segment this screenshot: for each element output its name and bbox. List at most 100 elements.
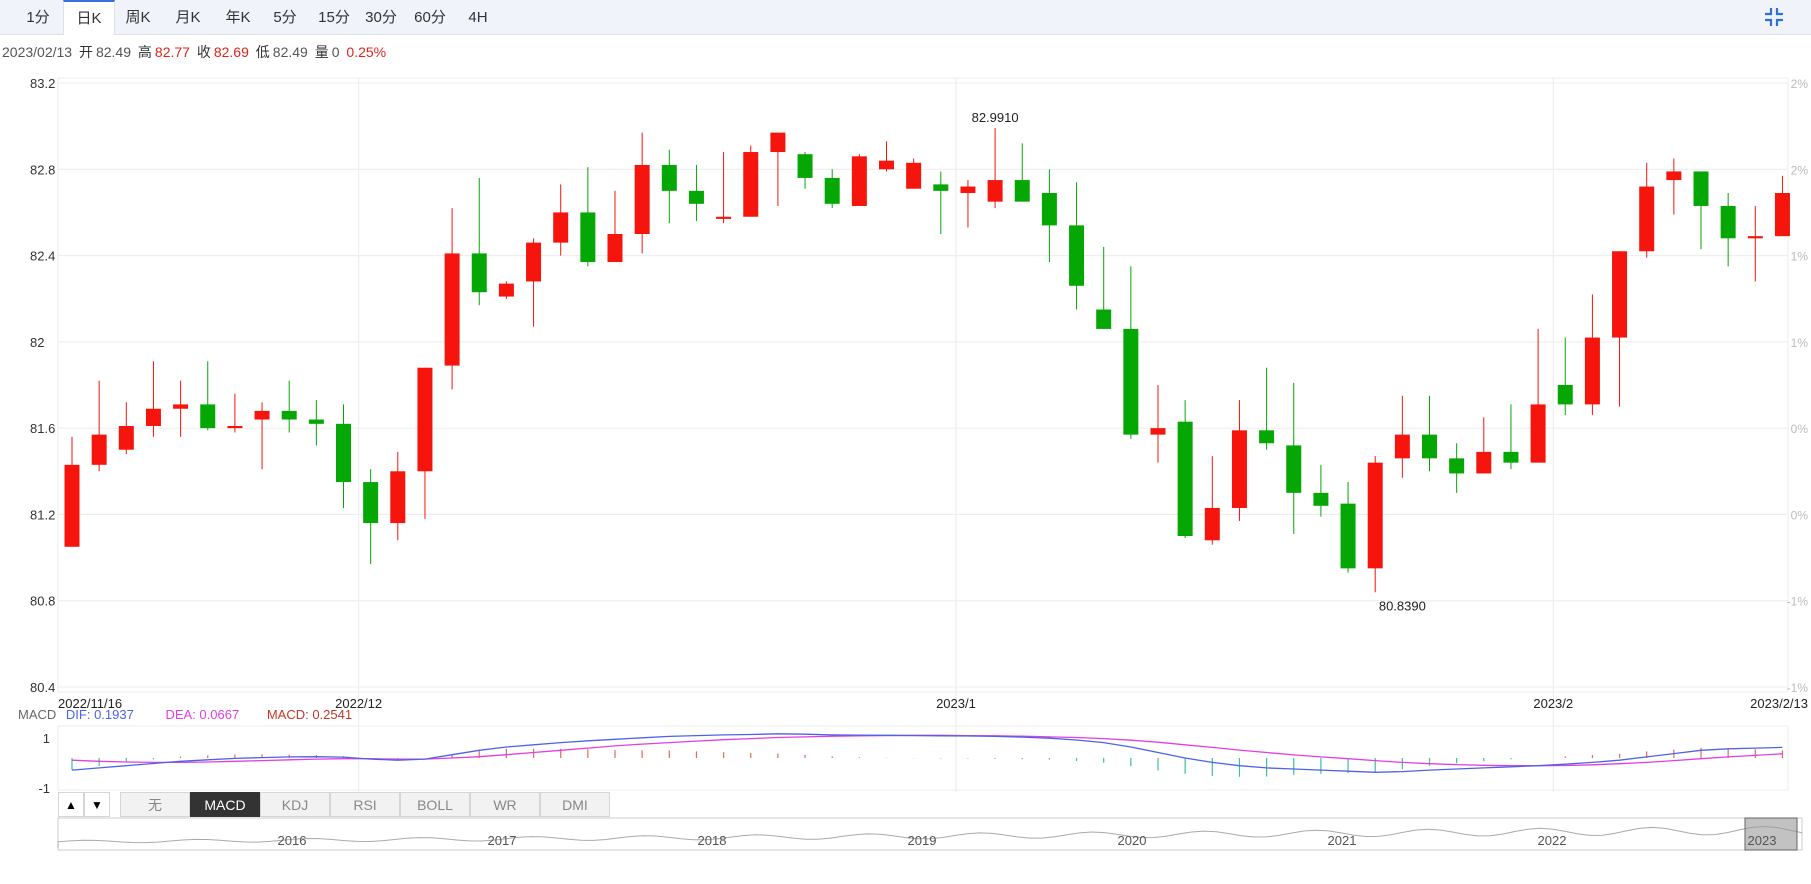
candle-body	[960, 186, 976, 194]
tab-8[interactable]: 60分	[414, 9, 446, 26]
dea-value: DEA: 0.0667	[165, 707, 240, 722]
tab-2[interactable]: 周K	[125, 9, 151, 26]
indicator-tab-2[interactable]: KDJ	[260, 792, 330, 817]
volume-value: 0	[331, 44, 340, 60]
candle-body	[987, 180, 1003, 202]
candle-body	[1150, 428, 1166, 435]
panel-down-arrow[interactable]: ▼	[84, 792, 110, 817]
candle-body	[1394, 434, 1410, 459]
navigator-year-label: 2016	[278, 833, 307, 848]
tab-3[interactable]: 月K	[175, 9, 201, 26]
price-panel-frame	[57, 77, 1789, 693]
candle-body	[688, 190, 704, 204]
indicator-tab-4[interactable]: BOLL	[400, 792, 470, 817]
candle-body	[1367, 462, 1383, 569]
dif-line	[71, 733, 1783, 773]
candle-body	[308, 419, 324, 424]
candle-body	[91, 434, 107, 465]
candle-body	[254, 410, 270, 420]
y-tick-label: 82.8	[30, 162, 55, 177]
candle-body	[824, 177, 840, 204]
candle-body	[1422, 434, 1437, 459]
date-label: 2023/2	[1533, 696, 1573, 711]
y-tick-label: 82.4	[30, 249, 55, 264]
macd-y-tick: 1	[43, 731, 50, 746]
panel-up-arrow[interactable]: ▲	[58, 792, 84, 817]
candle-body	[471, 253, 487, 293]
candle-body	[933, 184, 949, 191]
dea-line	[71, 734, 1783, 767]
tab-9[interactable]: 4H	[468, 9, 488, 26]
right-tick-label: 0%	[1791, 422, 1809, 436]
change-percent: 0.25%	[346, 44, 387, 60]
tab-1[interactable]: 日K	[63, 0, 115, 35]
tab-7[interactable]: 30分	[365, 9, 397, 26]
tab-0[interactable]: 1分	[26, 9, 50, 26]
right-tick-label: 2%	[1791, 163, 1809, 177]
indicator-tab-5[interactable]: WR	[470, 792, 540, 817]
navigator-year-label: 2023	[1748, 833, 1777, 848]
y-tick-label: 82	[30, 335, 44, 350]
extreme-value-label: 80.8390	[1379, 598, 1426, 613]
period-tab-bar: 1分 日K 周K 月K 年K 5分 15分 30分 60分 4H	[0, 0, 1811, 35]
candle-body	[1584, 337, 1600, 405]
navigator-series	[57, 825, 1803, 848]
candle-body	[1476, 451, 1492, 474]
candle-body	[227, 425, 243, 429]
tab-4[interactable]: 年K	[225, 9, 251, 26]
candle-body	[797, 154, 813, 178]
navigator-year-label: 2021	[1328, 833, 1357, 848]
navigator-year-label: 2020	[1118, 833, 1147, 848]
macd-legend: MACD DIF: 0.1937 DEA: 0.0667 MACD: 0.254…	[18, 707, 352, 722]
candle-body	[661, 164, 677, 191]
candle-body	[1340, 503, 1356, 569]
tab-5[interactable]: 5分	[273, 9, 297, 26]
candle-body	[1639, 186, 1655, 252]
candle-body	[1041, 193, 1057, 226]
navigator-frame	[57, 817, 1803, 851]
indicator-tab-6[interactable]: DMI	[540, 792, 610, 817]
close-label: 收	[196, 44, 211, 60]
candle-body	[1666, 171, 1682, 181]
y-tick-label: 80.8	[30, 594, 55, 609]
right-tick-label: 1%	[1791, 250, 1809, 264]
navigator-year-label: 2018	[698, 833, 727, 848]
candle-body	[1286, 445, 1302, 493]
navigator-year-label: 2019	[908, 833, 937, 848]
extreme-value-label: 82.9910	[972, 110, 1019, 125]
volume-label: 量	[314, 44, 329, 60]
candle-body	[607, 234, 623, 263]
candle-body	[526, 242, 542, 282]
macd-y-tick: -1	[38, 781, 50, 796]
candle-body	[1557, 385, 1573, 405]
candle-body	[906, 162, 922, 189]
navigator-window	[1744, 817, 1798, 851]
date-label: 2023/1	[936, 696, 976, 711]
candle-body	[1530, 404, 1546, 463]
candle-body	[770, 132, 786, 153]
y-tick-label: 81.2	[30, 507, 55, 522]
candle-body	[336, 423, 351, 483]
right-tick-label: 2%	[1791, 77, 1809, 91]
quote-date: 2023/02/13	[2, 44, 73, 60]
macd-panel-frame	[57, 725, 1789, 791]
collapse-icon[interactable]	[1763, 6, 1785, 28]
candle-body	[1612, 251, 1628, 338]
macd-value: MACD: 0.2541	[266, 707, 353, 722]
candle-body	[743, 152, 759, 217]
indicator-tab-1[interactable]: MACD	[190, 792, 260, 817]
candle-body	[145, 408, 161, 426]
candle-body	[1177, 421, 1193, 536]
candle-body	[281, 410, 297, 420]
candle-body	[1123, 328, 1139, 435]
quote-info-bar: 2023/02/13 开 82.49 高 82.77 收 82.69 低 82.49 量…	[2, 42, 389, 62]
indicator-tab-3[interactable]: RSI	[330, 792, 400, 817]
candle-body	[200, 404, 216, 429]
candle-body	[1774, 193, 1790, 237]
candle-body	[879, 160, 894, 170]
indicator-tab-0[interactable]: 无	[120, 792, 190, 817]
tab-6[interactable]: 15分	[318, 9, 350, 26]
candle-body	[498, 283, 514, 297]
low-label: 低	[255, 44, 270, 60]
